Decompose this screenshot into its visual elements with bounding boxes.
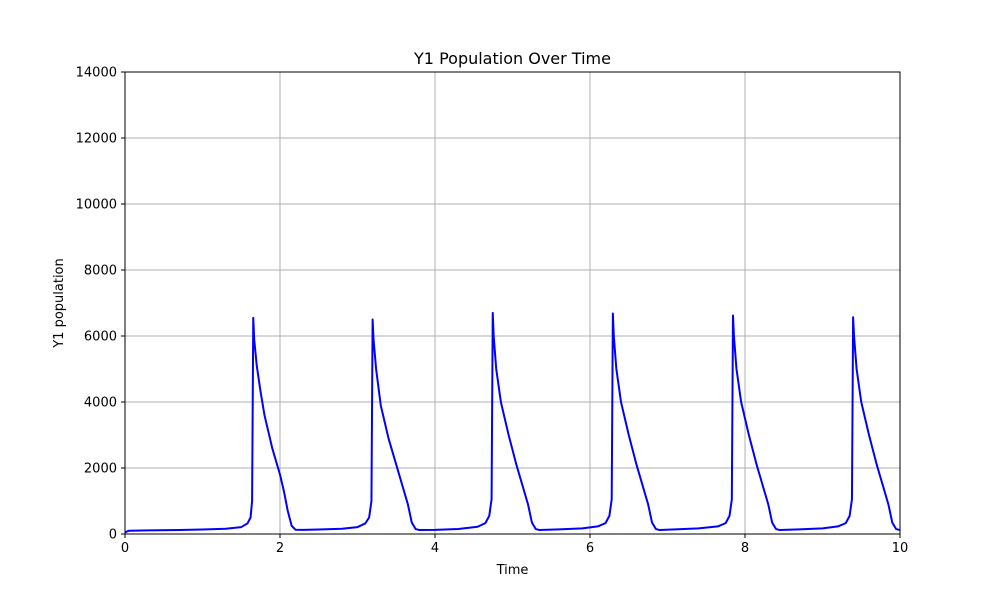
x-tick-label: 8 [741,541,749,556]
x-tick-label: 0 [121,541,129,556]
chart-title: Y1 Population Over Time [413,49,611,68]
y-tick-label: 14000 [76,66,117,81]
y-axis: 0 2000 4000 6000 8000 10000 12000 14000 [76,66,125,543]
x-tick-label: 4 [431,541,439,556]
x-tick-label: 6 [586,541,594,556]
y-tick-label: 2000 [84,462,117,477]
y-tick-label: 12000 [76,132,117,147]
x-axis: 0 2 4 6 8 10 [121,534,908,556]
series-line [124,311,901,534]
x-tick-label: 2 [276,541,284,556]
y-tick-label: 10000 [76,198,117,213]
y-axis-label: Y1 population [52,258,67,349]
y-tick-label: 6000 [84,330,117,345]
y-tick-label: 8000 [84,264,117,279]
grid [124,71,901,535]
plot-area-frame [124,71,901,535]
x-tick-label: 10 [892,541,909,556]
y-tick-label: 4000 [84,396,117,411]
y-tick-label: 0 [109,528,117,543]
x-axis-label: Time [496,563,529,578]
series-layer [124,311,901,534]
